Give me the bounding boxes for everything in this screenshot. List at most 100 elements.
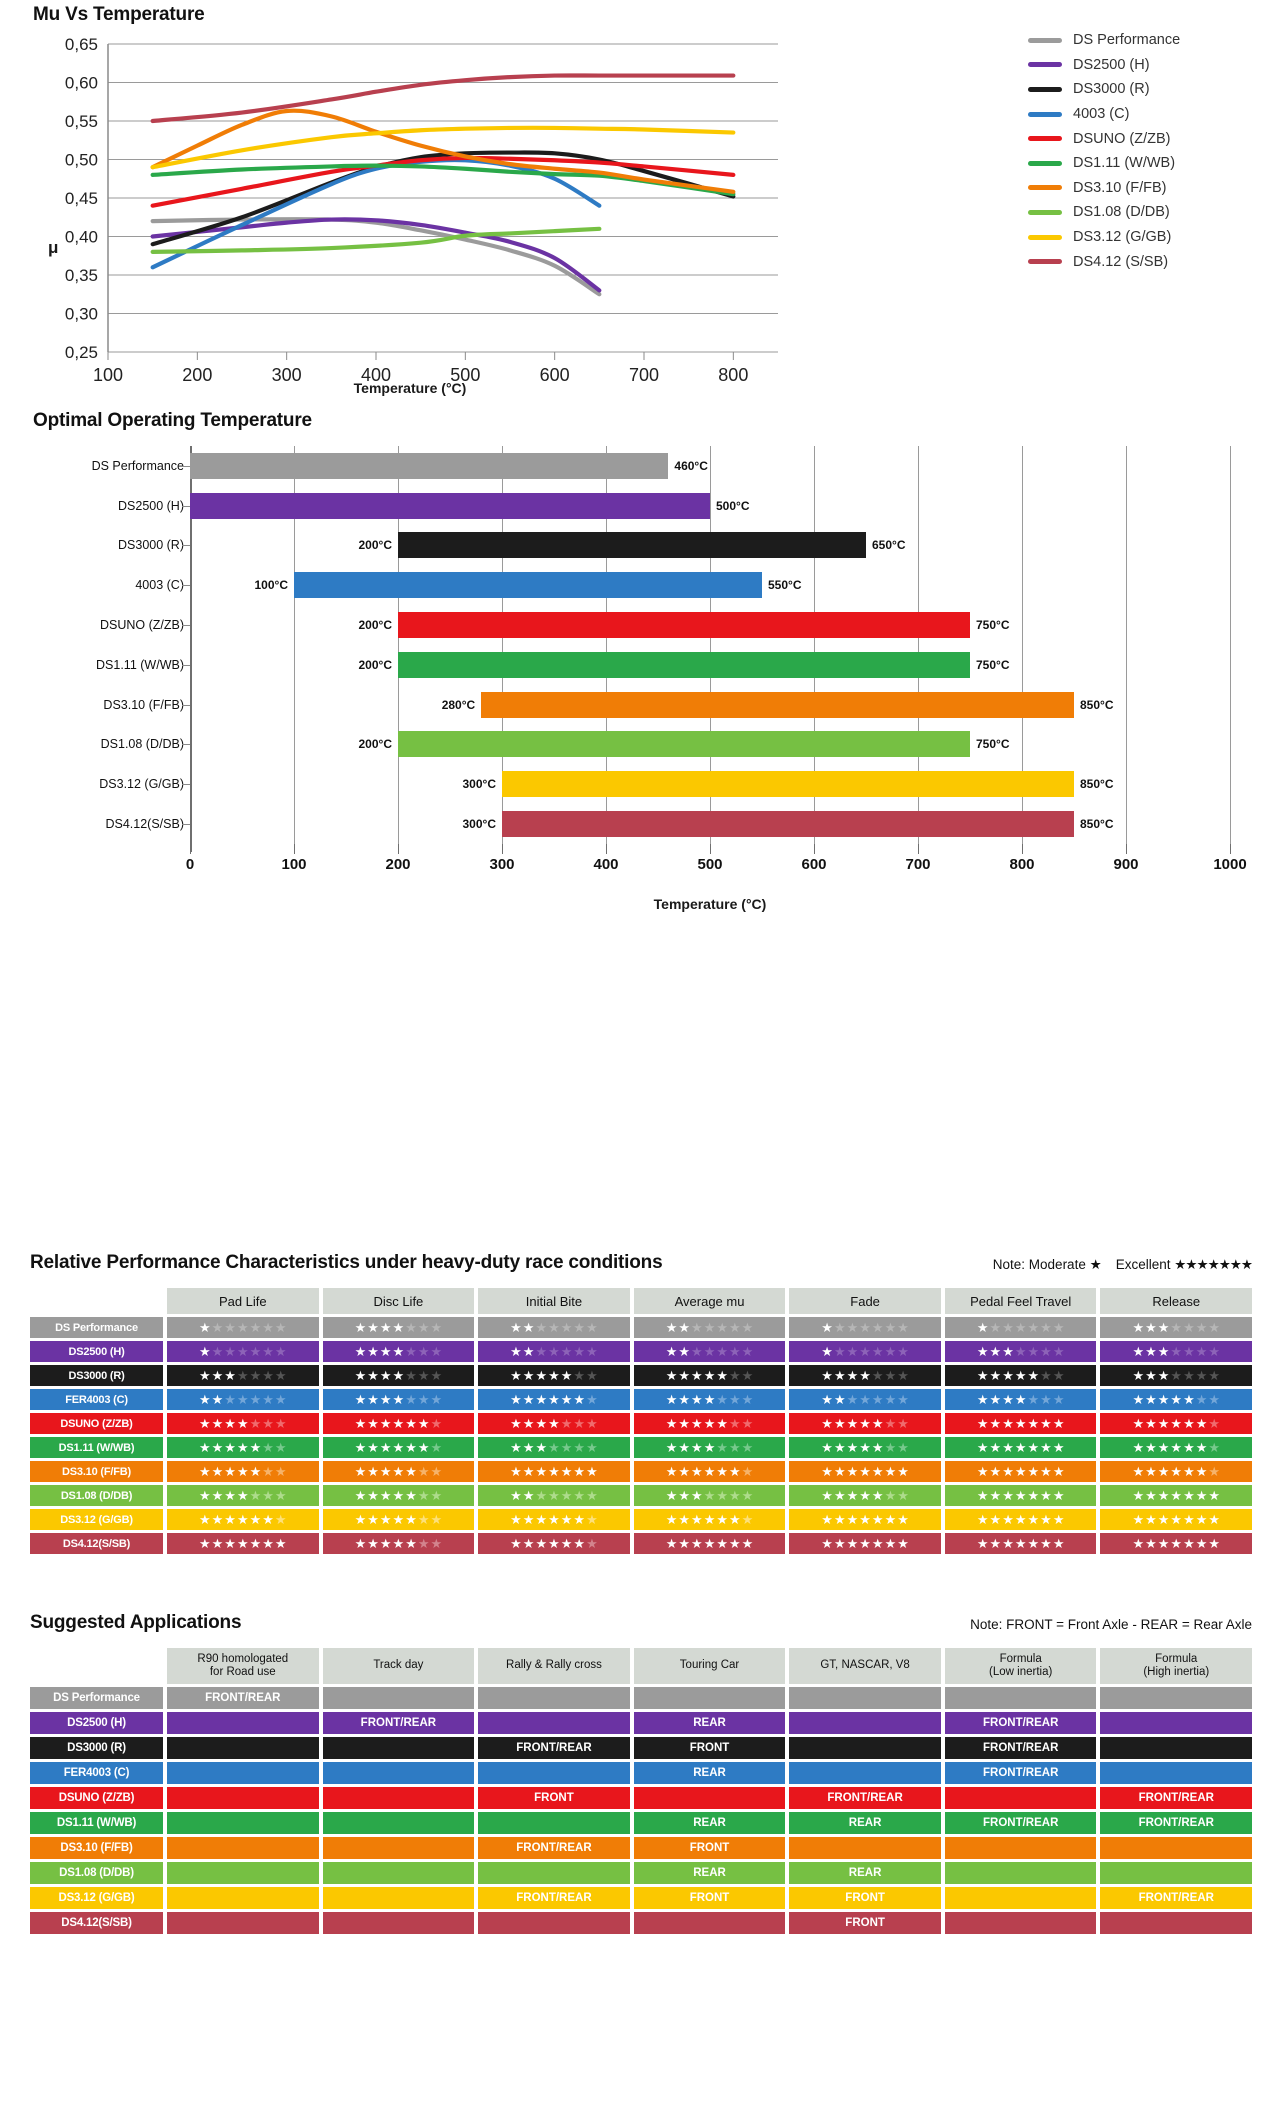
star-filled-icon: ★ bbox=[1183, 1464, 1195, 1479]
star-filled-icon: ★ bbox=[522, 1416, 535, 1431]
star-filled-icon: ★ bbox=[1157, 1536, 1170, 1551]
legend-color-swatch-icon bbox=[1028, 234, 1062, 240]
bar-chart-gridline bbox=[918, 446, 919, 844]
star-filled-icon: ★ bbox=[1195, 1416, 1208, 1431]
star-filled-icon: ★ bbox=[573, 1464, 586, 1479]
star-filled-icon: ★ bbox=[833, 1368, 846, 1383]
star-empty-icon: ★ bbox=[274, 1320, 287, 1335]
star-empty-icon: ★ bbox=[897, 1392, 909, 1407]
star-empty-icon: ★ bbox=[1183, 1344, 1195, 1359]
bar-chart-x-tick bbox=[710, 844, 711, 854]
star-empty-icon: ★ bbox=[1052, 1320, 1065, 1335]
star-filled-icon: ★ bbox=[198, 1320, 211, 1335]
applications-cell bbox=[167, 1812, 319, 1834]
stars-table: Pad Life Disc Life Initial Bite Average mu F… bbox=[30, 1288, 1253, 1554]
star-filled-icon: ★ bbox=[1014, 1368, 1027, 1383]
star-empty-icon: ★ bbox=[691, 1344, 703, 1359]
bar-chart-category-label: DSUNO (Z/ZB) bbox=[99, 618, 184, 633]
star-filled-icon: ★ bbox=[859, 1488, 871, 1503]
bar-chart-y-axis-line bbox=[190, 446, 192, 852]
star-empty-icon: ★ bbox=[586, 1392, 598, 1407]
star-filled-icon: ★ bbox=[1027, 1440, 1040, 1455]
legend-color-swatch-icon bbox=[1028, 185, 1062, 191]
star-empty-icon: ★ bbox=[236, 1368, 249, 1383]
star-filled-icon: ★ bbox=[367, 1464, 379, 1479]
star-filled-icon: ★ bbox=[535, 1512, 548, 1527]
legend-item-label: DS1.08 (D/DB) bbox=[1073, 204, 1170, 221]
star-empty-icon: ★ bbox=[897, 1344, 909, 1359]
applications-cell bbox=[322, 1812, 475, 1834]
stars-rating-cell: ★ ★ ★ ★ ★ ★ ★ bbox=[322, 1509, 475, 1530]
stars-rating-cell: ★ ★ ★ ★ ★ ★ ★ bbox=[633, 1365, 786, 1386]
star-filled-icon: ★ bbox=[1132, 1440, 1145, 1455]
star-filled-icon: ★ bbox=[976, 1368, 989, 1383]
stars-rating-cell: ★ ★ ★ ★ ★ ★ ★ bbox=[633, 1317, 786, 1338]
star-empty-icon: ★ bbox=[586, 1536, 598, 1551]
star-filled-icon: ★ bbox=[1195, 1464, 1208, 1479]
bar-chart-bar bbox=[481, 691, 1074, 718]
star-filled-icon: ★ bbox=[1157, 1512, 1170, 1527]
star-empty-icon: ★ bbox=[1183, 1320, 1195, 1335]
mu-vs-temperature-chart: Mu Vs Temperature 0,25 0,30 0,35 0,40 0,45 0,… bbox=[0, 0, 1280, 530]
star-filled-icon: ★ bbox=[884, 1464, 897, 1479]
star-empty-icon: ★ bbox=[417, 1344, 430, 1359]
star-empty-icon: ★ bbox=[560, 1488, 573, 1503]
star-filled-icon: ★ bbox=[846, 1464, 859, 1479]
star-filled-icon: ★ bbox=[211, 1488, 224, 1503]
bar-chart-x-tick bbox=[1126, 844, 1127, 854]
star-empty-icon: ★ bbox=[884, 1392, 897, 1407]
star-empty-icon: ★ bbox=[560, 1344, 573, 1359]
star-filled-icon: ★ bbox=[665, 1392, 678, 1407]
bar-chart-row: DS3.12 (G/GB) 300°C 850°C bbox=[99, 764, 1230, 804]
star-empty-icon: ★ bbox=[417, 1320, 430, 1335]
applications-table-note: Note: FRONT = Front Axle - REAR = Rear A… bbox=[970, 1617, 1252, 1632]
star-filled-icon: ★ bbox=[224, 1536, 236, 1551]
star-filled-icon: ★ bbox=[405, 1440, 417, 1455]
star-filled-icon: ★ bbox=[833, 1464, 846, 1479]
star-filled-icon: ★ bbox=[535, 1416, 548, 1431]
star-filled-icon: ★ bbox=[1195, 1440, 1208, 1455]
applications-cell bbox=[478, 1812, 630, 1834]
star-filled-icon: ★ bbox=[859, 1512, 871, 1527]
bar-start-value-label: 100°C bbox=[254, 578, 289, 593]
applications-cell bbox=[167, 1912, 319, 1934]
stars-rating-cell: ★ ★ ★ ★ ★ ★ ★ bbox=[322, 1485, 475, 1506]
star-filled-icon: ★ bbox=[989, 1368, 1002, 1383]
star-filled-icon: ★ bbox=[678, 1512, 691, 1527]
star-empty-icon: ★ bbox=[535, 1320, 548, 1335]
star-filled-icon: ★ bbox=[1132, 1464, 1145, 1479]
applications-table-column-header: Track day bbox=[322, 1648, 475, 1684]
star-empty-icon: ★ bbox=[430, 1368, 443, 1383]
line-chart-x-axis-label: Temperature (°C) bbox=[353, 380, 467, 396]
star-filled-icon: ★ bbox=[522, 1368, 535, 1383]
stars-rating-cell: ★ ★ ★ ★ ★ ★ ★ bbox=[944, 1485, 1097, 1506]
star-filled-icon: ★ bbox=[535, 1440, 548, 1455]
star-filled-icon: ★ bbox=[1208, 1536, 1221, 1551]
star-empty-icon: ★ bbox=[1170, 1368, 1183, 1383]
star-empty-icon: ★ bbox=[430, 1344, 443, 1359]
star-filled-icon: ★ bbox=[1170, 1512, 1183, 1527]
star-filled-icon: ★ bbox=[691, 1512, 703, 1527]
star-empty-icon: ★ bbox=[1052, 1344, 1065, 1359]
star-filled-icon: ★ bbox=[1132, 1320, 1145, 1335]
stars-rating-cell: ★ ★ ★ ★ ★ ★ ★ bbox=[944, 1341, 1097, 1362]
star-filled-icon: ★ bbox=[1052, 1440, 1065, 1455]
star-filled-icon: ★ bbox=[198, 1368, 211, 1383]
svg-text:600: 600 bbox=[540, 365, 570, 385]
applications-row-label: DS4.12(S/SB) bbox=[30, 1912, 163, 1934]
star-filled-icon: ★ bbox=[1183, 1488, 1195, 1503]
star-filled-icon: ★ bbox=[1027, 1536, 1040, 1551]
star-filled-icon: ★ bbox=[821, 1392, 833, 1407]
star-empty-icon: ★ bbox=[405, 1344, 417, 1359]
applications-cell bbox=[167, 1887, 319, 1909]
applications-cell bbox=[944, 1887, 1097, 1909]
star-empty-icon: ★ bbox=[548, 1344, 560, 1359]
star-filled-icon: ★ bbox=[976, 1536, 989, 1551]
star-empty-icon: ★ bbox=[846, 1344, 859, 1359]
star-filled-icon: ★ bbox=[367, 1392, 379, 1407]
star-filled-icon: ★ bbox=[897, 1536, 909, 1551]
star-filled-icon: ★ bbox=[236, 1512, 249, 1527]
stars-rating-cell: ★ ★ ★ ★ ★ ★ ★ bbox=[1100, 1533, 1253, 1554]
star-filled-icon: ★ bbox=[354, 1464, 367, 1479]
star-filled-icon: ★ bbox=[198, 1488, 211, 1503]
